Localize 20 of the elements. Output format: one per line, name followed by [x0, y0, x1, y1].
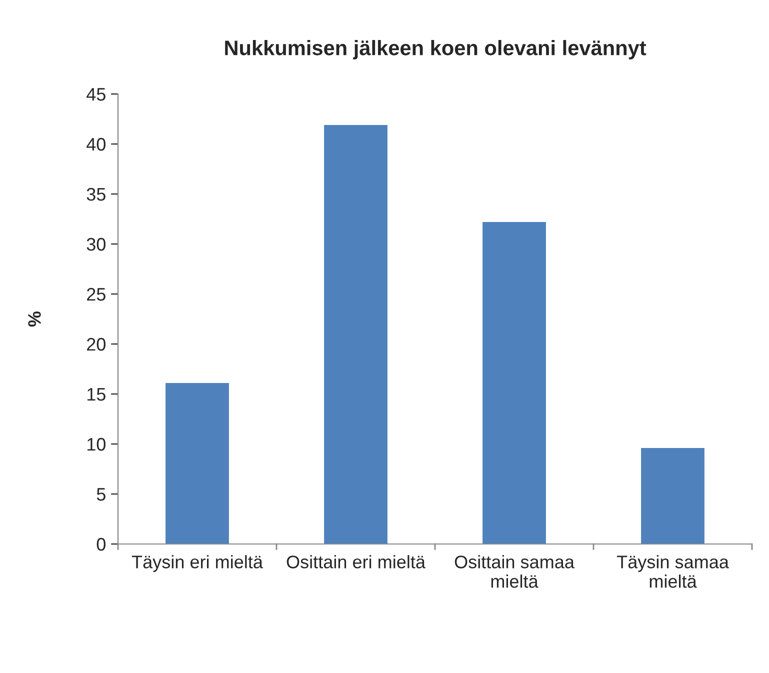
bar [166, 383, 229, 544]
bar [324, 125, 388, 544]
y-tick-label: 5 [96, 488, 106, 501]
bar [641, 448, 704, 544]
y-tick-label: 0 [96, 538, 106, 551]
y-tick-label: 35 [86, 188, 106, 201]
y-tick-label: 10 [87, 438, 106, 451]
y-tick-label: 20 [87, 338, 106, 351]
x-tick-label: Osittain eri mieltä [286, 555, 426, 568]
y-tick-label: 15 [87, 388, 106, 401]
bar [482, 222, 546, 544]
y-tick-label: 30 [86, 238, 106, 251]
y-axis-title: % [28, 311, 41, 327]
x-tick-label: Täysin samaa mieltä [616, 555, 729, 588]
x-tick-label: Täysin eri mieltä [132, 555, 263, 572]
y-tick-label: 25 [87, 288, 106, 301]
y-tick-label: 40 [86, 138, 106, 151]
x-tick-label: Osittain samaa mieltä [454, 555, 574, 588]
y-tick-label: 45 [86, 88, 106, 101]
chart-title: Nukkumisen jälkeen koen olevani levännyt [225, 40, 646, 60]
